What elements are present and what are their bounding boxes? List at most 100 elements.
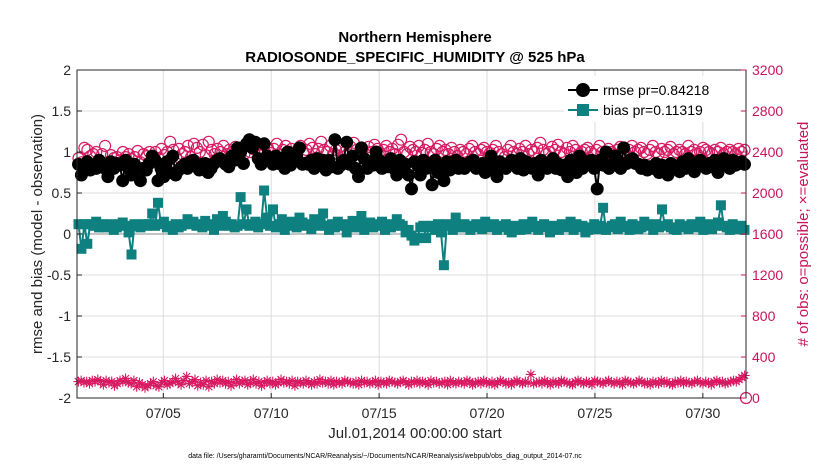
evaluated-point-91: [325, 375, 336, 386]
evaluated-point-199: [625, 377, 636, 388]
x-tick-label-0: 07/05: [146, 405, 181, 421]
bias-point-168: [568, 224, 579, 235]
evaluated-point-131: [437, 377, 448, 388]
evaluated-point-240: [739, 370, 750, 381]
possible-point-44: [202, 135, 215, 148]
bias-point-69: [276, 214, 287, 225]
evaluated-point-197: [620, 375, 631, 386]
rmse-point-226: [738, 157, 751, 171]
evaluated-point-103: [359, 377, 370, 388]
evaluated-point-32: [162, 379, 173, 390]
evaluated-point-9: [98, 379, 109, 390]
y-tick-label-3: 0.5: [52, 185, 72, 201]
evaluated-point-130: [434, 378, 445, 389]
possible-point-79: [306, 141, 319, 154]
possible-point-41: [193, 145, 206, 159]
rmse-point-96: [354, 141, 368, 155]
evaluated-point-222: [689, 376, 700, 387]
evaluated-point-143: [470, 377, 481, 388]
possible-point-136: [475, 143, 488, 156]
bias-point-115: [412, 233, 423, 244]
rmse-point-142: [490, 170, 504, 184]
axis-ticks: [77, 69, 746, 399]
bias-point-55: [235, 192, 246, 203]
evaluated-point-135: [448, 377, 459, 388]
evaluated-point-21: [131, 381, 142, 392]
bias-point-79: [306, 224, 317, 235]
evaluated-point-219: [681, 376, 692, 387]
evaluated-point-107: [370, 375, 381, 386]
bias-point-150: [515, 224, 526, 235]
bias-point-167: [565, 216, 576, 227]
evaluated-point-2: [78, 377, 89, 388]
evaluated-point-226: [700, 376, 711, 387]
evaluated-point-57: [231, 374, 242, 385]
bias-point-56: [238, 219, 249, 230]
evaluated-point-20: [128, 375, 139, 386]
evaluated-point-198: [623, 376, 634, 387]
evaluated-point-59: [237, 376, 248, 387]
bias-point-147: [506, 227, 517, 238]
bias-point-48: [214, 220, 225, 231]
bias-point-145: [500, 219, 511, 230]
bias-point-49: [217, 211, 228, 221]
data-file-footer: data file: /Users/gharamti/Documents/NCA…: [188, 453, 582, 460]
evaluated-point-147: [481, 377, 492, 388]
legend-rmse-marker: [576, 83, 590, 97]
evaluated-point-161: [520, 376, 531, 387]
evaluated-point-165: [531, 377, 542, 388]
bias-point-80: [309, 214, 320, 225]
evaluated-point-128: [428, 377, 439, 388]
evaluated-point-101: [353, 379, 364, 390]
evaluated-point-200: [628, 378, 639, 389]
evaluated-point-162: [523, 377, 534, 388]
series-bias: [73, 185, 750, 271]
evaluated-point-233: [720, 378, 731, 389]
bias-point-64: [262, 212, 273, 223]
possible-point-208: [688, 143, 701, 156]
evaluated-point-163: [525, 369, 536, 380]
evaluated-point-211: [659, 377, 670, 388]
evaluated-point-28: [151, 380, 162, 391]
bias-point-74: [291, 222, 302, 233]
evaluated-point-0: [73, 376, 84, 387]
legend-rmse-label: rmse pr=0.84218: [603, 82, 709, 98]
evaluated-point-235: [725, 376, 736, 387]
x-tick-label-1: 07/10: [254, 405, 289, 421]
bias-point-3: [82, 238, 93, 249]
bias-point-226: [739, 224, 750, 235]
evaluated-point-231: [714, 377, 725, 388]
rmse-point-185: [617, 141, 631, 155]
evaluated-point-78: [289, 380, 300, 391]
evaluated-point-126: [423, 379, 434, 390]
series-evaluated: [73, 369, 753, 405]
evaluated-point-175: [559, 376, 570, 387]
evaluated-point-29: [153, 381, 164, 392]
possible-point-37: [181, 139, 195, 152]
bias-point-191: [636, 222, 647, 233]
evaluated-point-15: [115, 375, 126, 386]
bias-point-112: [403, 224, 414, 235]
evaluated-point-234: [722, 377, 733, 388]
evaluated-point-213: [664, 378, 675, 389]
evaluated-point-39: [181, 371, 192, 382]
evaluated-point-172: [550, 377, 561, 388]
bias-point-1: [76, 243, 87, 254]
y-tick-label-6: -1: [59, 308, 72, 324]
possible-point-39: [187, 137, 200, 150]
evaluated-point-186: [589, 375, 600, 386]
bias-point-104: [380, 224, 390, 235]
series-rmse: [72, 133, 751, 196]
bias-point-154: [527, 216, 538, 227]
bias-point-160: [545, 227, 555, 238]
evaluated-point-208: [650, 377, 661, 388]
bias-point-96: [356, 211, 367, 221]
possible-point-126: [445, 141, 458, 154]
evaluated-point-112: [384, 375, 395, 386]
bias-point-163: [553, 224, 564, 235]
possible-point-2: [78, 141, 91, 154]
y-right-axis-label: # of obs: o=possible; ×=evaluated: [795, 122, 812, 347]
evaluated-point-176: [561, 377, 572, 388]
evaluated-point-17: [120, 373, 131, 384]
bias-point-187: [624, 224, 635, 235]
